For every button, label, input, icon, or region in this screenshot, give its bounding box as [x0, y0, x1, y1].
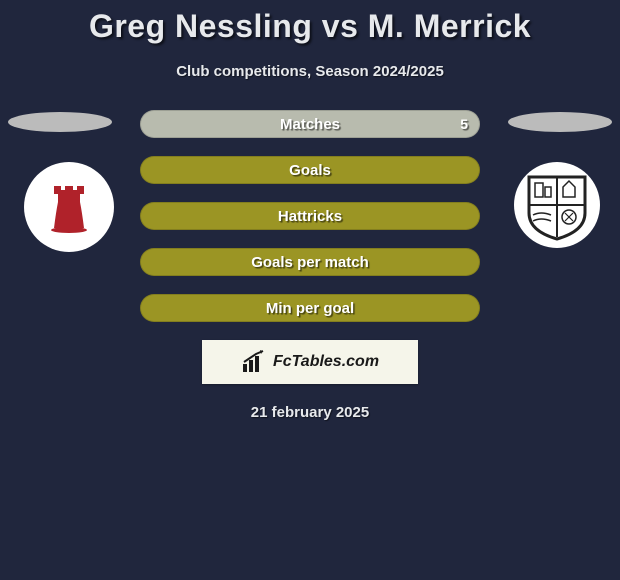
- comparison-content: Matches 5 Goals Hattricks Goals per matc…: [0, 110, 620, 421]
- brand-box: FcTables.com: [202, 340, 418, 384]
- shield-icon: [517, 165, 597, 245]
- tower-icon: [34, 172, 104, 242]
- stat-row-min-per-goal: Min per goal: [140, 294, 480, 322]
- stat-row-goals: Goals: [140, 156, 480, 184]
- stat-label: Matches: [280, 116, 340, 133]
- stat-row-goals-per-match: Goals per match: [140, 248, 480, 276]
- right-player-pedestal: [508, 112, 612, 132]
- brand-label: FcTables.com: [273, 353, 379, 371]
- stat-label: Goals per match: [251, 254, 369, 271]
- stat-label: Min per goal: [266, 300, 354, 317]
- stat-label: Goals: [289, 162, 331, 179]
- subtitle: Club competitions, Season 2024/2025: [0, 63, 620, 80]
- chart-icon: [241, 350, 267, 374]
- page-title: Greg Nessling vs M. Merrick: [0, 0, 620, 45]
- stat-row-matches: Matches 5: [140, 110, 480, 138]
- stat-row-hattricks: Hattricks: [140, 202, 480, 230]
- stat-label: Hattricks: [278, 208, 342, 225]
- stats-list: Matches 5 Goals Hattricks Goals per matc…: [140, 110, 480, 322]
- right-club-badge: [514, 162, 600, 248]
- left-club-badge: [24, 162, 114, 252]
- left-player-pedestal: [8, 112, 112, 132]
- footer-date: 21 february 2025: [0, 404, 620, 421]
- stat-right-value: 5: [460, 116, 468, 132]
